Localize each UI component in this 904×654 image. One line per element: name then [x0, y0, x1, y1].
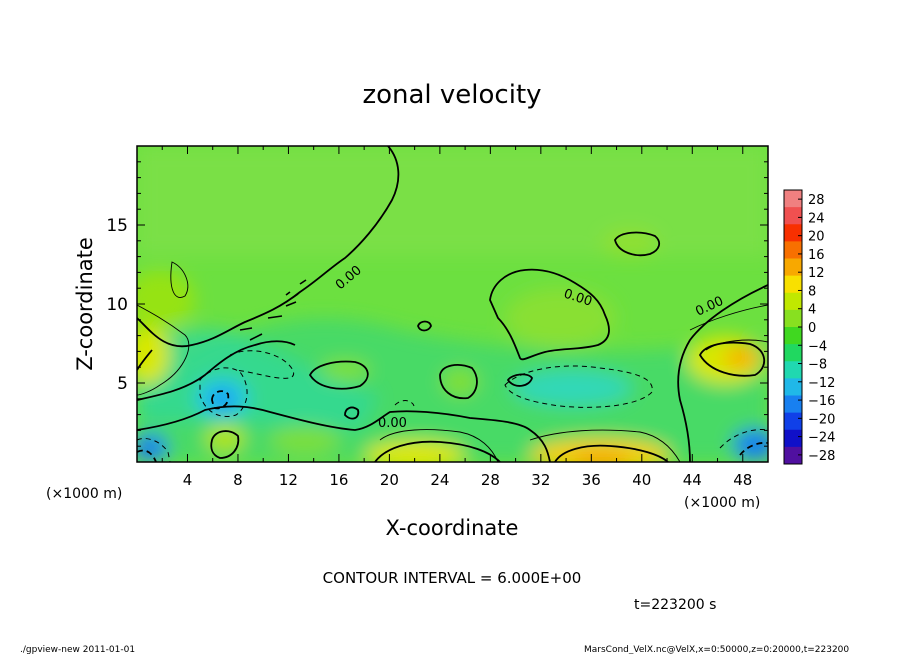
- colorbar-segment: [784, 241, 802, 259]
- x-tick-label: 8: [233, 471, 243, 489]
- colorbar-segment: [784, 361, 802, 379]
- colorbar-label: 16: [808, 248, 825, 263]
- colorbar-label: −8: [808, 358, 827, 373]
- colorbar-label: 20: [808, 230, 825, 245]
- y-tick-label: 10: [106, 295, 128, 315]
- colorbar-segment: [784, 395, 802, 414]
- colorbar-segment: [784, 275, 802, 294]
- x-tick-label: 44: [683, 471, 702, 489]
- x-tick-label: 32: [531, 471, 550, 489]
- x-tick-label: 20: [380, 471, 399, 489]
- chart-title: zonal velocity: [362, 80, 541, 110]
- colorbar-segment: [784, 429, 802, 448]
- colorbar-segment: [784, 224, 802, 242]
- colorbar-label: −20: [808, 412, 835, 427]
- colorbar-label: −28: [808, 449, 835, 464]
- footer-right: MarsCond_VelX.nc@VelX,x=0:50000,z=0:2000…: [584, 645, 849, 654]
- colorbar-label: 28: [808, 193, 825, 208]
- y-tick-label: 15: [106, 216, 128, 236]
- colorbar-segment: [784, 190, 802, 208]
- time-text: t=223200 s: [634, 597, 716, 613]
- contour-interval-text: CONTOUR INTERVAL = 6.000E+00: [323, 569, 582, 587]
- x-tick-label: 12: [279, 471, 298, 489]
- colorbar-segment: [784, 344, 802, 362]
- x-tick-label: 4: [183, 471, 193, 489]
- colorbar-segment: [784, 292, 802, 311]
- x-axis: 4 8 12 16 20 24 28 32 36 40 44 48: [161, 146, 752, 489]
- colorbar: 28 24 20 16 12 8 4 0 −4 −8 −12 −16 −20 −24 −28: [783, 189, 835, 465]
- colorbar-label: −4: [808, 339, 827, 354]
- colorbar-label: 8: [808, 284, 816, 299]
- field-blobs: [137, 146, 768, 462]
- colorbar-segment: [784, 446, 802, 465]
- x-unit-note: (×1000 m): [684, 495, 760, 511]
- colorbar-segment: [784, 327, 802, 345]
- contour-label: 0.00: [378, 416, 407, 431]
- contour-lines: [137, 146, 768, 462]
- x-tick-label: 24: [430, 471, 449, 489]
- colorbar-label: −24: [808, 431, 835, 446]
- colorbar-segment: [784, 412, 802, 431]
- plot-area: 0.00 0.00 0.00 0.00: [137, 146, 768, 462]
- colorbar-label: 12: [808, 266, 825, 281]
- x-tick-label: 40: [632, 471, 651, 489]
- colorbar-label: −16: [808, 394, 835, 409]
- x-axis-label: X-coordinate: [386, 516, 519, 540]
- y-tick-label: 5: [117, 374, 128, 394]
- x-tick-label: 48: [733, 471, 752, 489]
- colorbar-segment: [784, 207, 802, 225]
- colorbar-segment: [784, 309, 802, 328]
- y-axis-label: Z-coordinate: [73, 237, 97, 371]
- colorbar-segment: [784, 258, 802, 277]
- x-tick-label: 36: [582, 471, 601, 489]
- y-axis: 5 10 15: [106, 161, 768, 447]
- colorbar-label: −12: [808, 376, 835, 391]
- colorbar-label: 24: [808, 211, 825, 226]
- y-unit-note: (×1000 m): [46, 486, 122, 502]
- x-tick-label: 16: [329, 471, 348, 489]
- colorbar-segment: [784, 378, 802, 396]
- footer-left: ./gpview-new 2011-01-01: [20, 645, 135, 654]
- colorbar-label: 0: [808, 321, 816, 336]
- colorbar-label: 4: [808, 303, 816, 318]
- x-tick-label: 28: [481, 471, 500, 489]
